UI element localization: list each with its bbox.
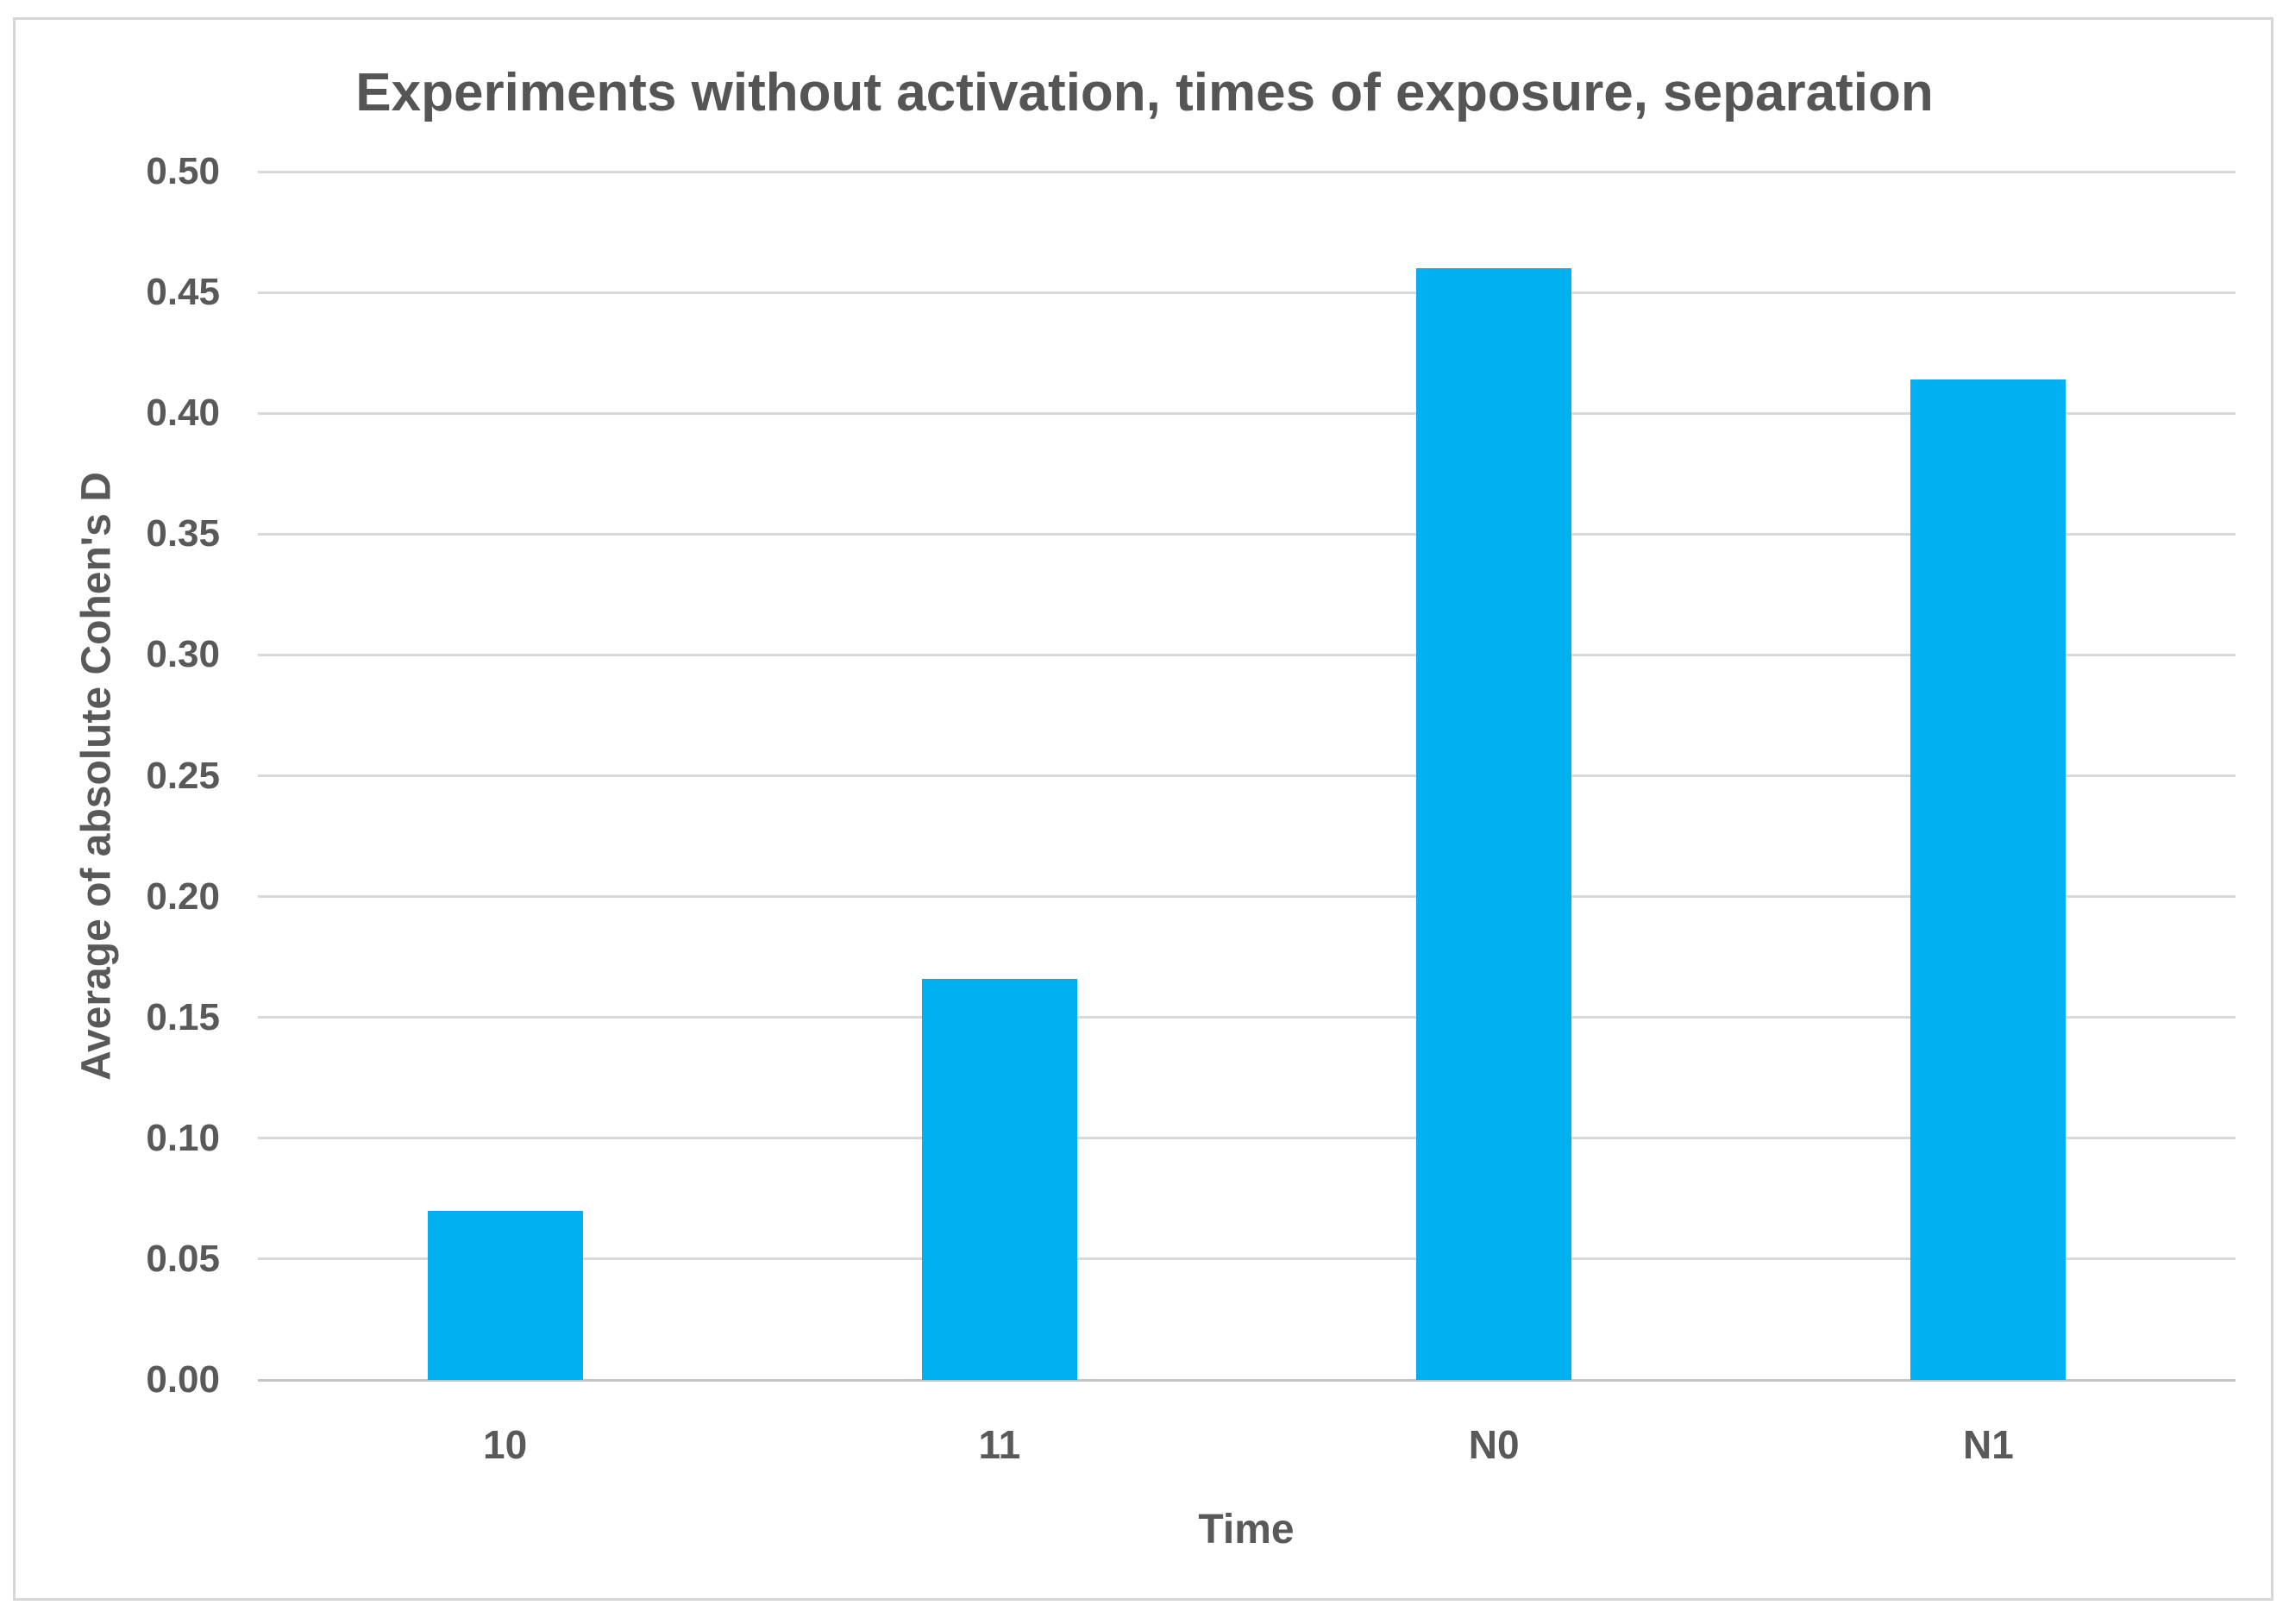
gridline [258, 1016, 2236, 1019]
x-category-label: N1 [1962, 1422, 2014, 1467]
y-tick-label: 0.25 [146, 754, 220, 797]
gridline [258, 895, 2236, 899]
y-tick-label: 0.20 [146, 875, 220, 918]
bar-N1 [1910, 379, 2066, 1380]
gridline [258, 532, 2236, 536]
y-tick-label: 0.15 [146, 995, 220, 1038]
x-category-label: 11 [978, 1422, 1021, 1467]
y-tick-label: 0.05 [146, 1237, 220, 1280]
bar-N0 [1416, 268, 1572, 1380]
y-tick-label: 0.00 [146, 1358, 220, 1401]
y-tick-label: 0.50 [146, 150, 220, 192]
y-tick-label: 0.40 [146, 392, 220, 435]
bar-11 [921, 978, 1077, 1380]
gridline [258, 653, 2236, 656]
y-tick-label: 0.30 [146, 633, 220, 676]
x-category-label: N0 [1468, 1422, 1520, 1467]
chart-frame [13, 17, 2273, 1601]
gridline [258, 170, 2236, 173]
plot-area [258, 170, 2236, 1382]
x-category-label: 10 [483, 1422, 528, 1467]
x-axis-category-labels: 10 11 N0 N1 [258, 1425, 2236, 1477]
x-axis-title: Time [1198, 1507, 1295, 1552]
gridline [258, 411, 2236, 415]
y-tick-label: 0.35 [146, 512, 220, 555]
gridline [258, 1137, 2236, 1140]
y-tick-label: 0.10 [146, 1116, 220, 1159]
y-tick-label: 0.45 [146, 271, 220, 314]
gridline [258, 291, 2236, 294]
gridline [258, 774, 2236, 777]
x-axis-line [258, 1378, 2236, 1382]
y-axis-tick-labels: 0.00 0.05 0.10 0.15 0.20 0.25 0.30 0.35 0.40 0.45… [0, 153, 220, 1399]
bar-10 [427, 1210, 583, 1380]
gridline [258, 1257, 2236, 1261]
chart-title: Experiments without activation, times of… [355, 63, 1934, 122]
